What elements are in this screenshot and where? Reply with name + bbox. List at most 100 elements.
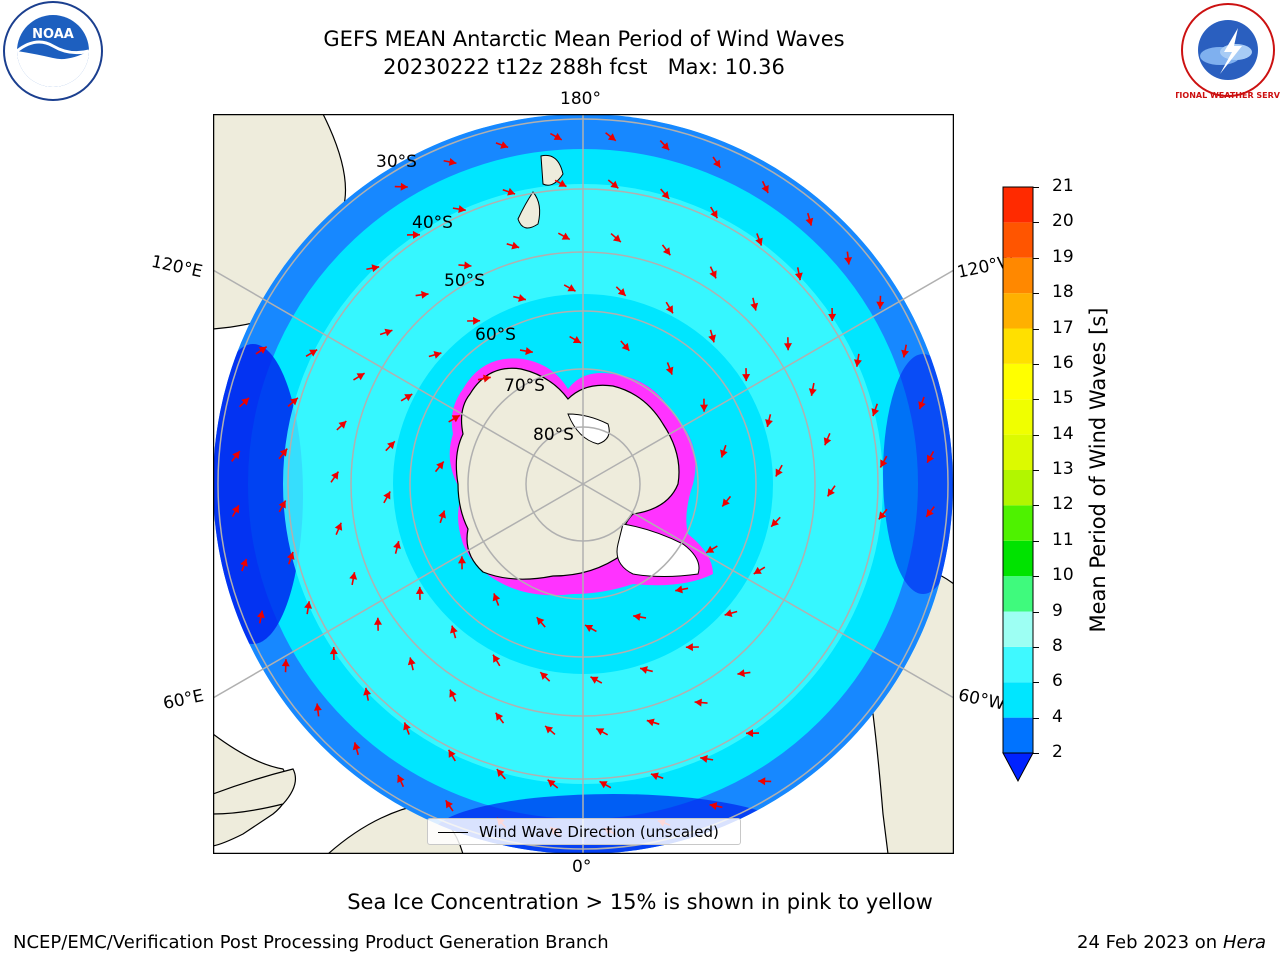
wind-wave-arrow-head — [438, 510, 446, 519]
wind-wave-arrow-head — [492, 593, 501, 602]
colorbar-tick-mark — [1033, 576, 1039, 578]
colorbar-segment — [1003, 505, 1033, 541]
wind-wave-arrow-head — [536, 617, 545, 626]
colorbar-tick-mark — [1033, 753, 1039, 754]
wind-wave-arrow-head — [713, 159, 721, 168]
wind-wave-arrow-head — [758, 777, 766, 786]
nws-logo: NATIONAL WEATHER SERVICE — [1162, 0, 1280, 100]
wind-wave-arrow-head — [540, 672, 549, 680]
colorbar-segment — [1003, 470, 1033, 506]
footer-date: 24 Feb 2023 on Hera — [1077, 932, 1266, 953]
polar-map — [212, 113, 955, 855]
wind-wave-arrow-head — [675, 585, 683, 594]
colorbar-tick-mark — [1033, 257, 1039, 259]
wind-wave-arrow-head — [694, 698, 702, 707]
wind-wave-arrow-head — [352, 742, 361, 751]
colorbar-tick-label: 15 — [1052, 388, 1074, 409]
colorbar-tick-mark — [1033, 470, 1039, 471]
lon-label-60w: 60°W — [956, 685, 1007, 715]
wind-wave-arrow-head — [710, 210, 718, 219]
wind-wave-arrow-head — [700, 404, 709, 412]
wind-wave-arrow-head — [313, 703, 322, 711]
wind-wave-arrow-head — [927, 454, 935, 463]
wind-wave-arrow-head — [448, 749, 456, 758]
colorbar-tick-mark — [1033, 540, 1039, 542]
wind-wave-arrow-head — [607, 133, 616, 141]
legend-label: Wind Wave Direction (unscaled) — [479, 823, 719, 841]
lat-label-70s: 70°S — [504, 376, 545, 396]
wind-wave-arrow-head — [329, 647, 338, 655]
colorbar-segment — [1003, 293, 1033, 329]
wind-wave-arrow-head — [309, 349, 318, 357]
wind-wave-arrow-head — [258, 346, 267, 354]
nws-logo-text: NATIONAL WEATHER SERVICE — [1176, 91, 1280, 100]
wind-wave-arrow-head — [708, 334, 716, 343]
wind-wave-arrow-head — [545, 725, 554, 734]
wind-wave-arrow-head — [561, 232, 570, 240]
colorbar-tick-label: 21 — [1052, 176, 1074, 196]
wind-wave-arrow-head — [500, 141, 509, 149]
wind-wave-arrow-head — [662, 247, 671, 256]
lon-label-0: 0° — [572, 857, 592, 877]
wind-wave-arrow-head — [621, 342, 630, 351]
lat-label-80s: 80°S — [533, 425, 574, 445]
wind-wave-arrow-head — [685, 643, 693, 652]
wind-wave-arrow-head — [387, 441, 395, 450]
wind-wave-arrow-head — [483, 374, 491, 383]
wind-wave-arrow-head — [742, 374, 751, 382]
wind-wave-arrow-head — [665, 366, 674, 375]
wind-wave-arrow-head — [547, 779, 556, 788]
wind-wave-arrow-head — [783, 343, 792, 351]
wind-wave-arrow-head — [374, 617, 383, 625]
colorbar-tick-mark — [1033, 363, 1039, 365]
wind-wave-arrow-head — [844, 257, 853, 265]
wind-wave-arrow-head — [407, 657, 416, 666]
colorbar-tick-label: 19 — [1052, 246, 1074, 267]
wind-wave-arrow-head — [709, 802, 718, 811]
wind-wave-arrow-head — [700, 754, 708, 763]
footer-credit: NCEP/EMC/Verification Post Processing Pr… — [13, 932, 609, 953]
wind-wave-arrow-head — [794, 272, 803, 281]
wind-wave-arrow-head — [507, 187, 516, 196]
wind-wave-arrow-head — [572, 336, 581, 344]
wind-wave-arrow-head — [737, 669, 745, 678]
wind-wave-arrow-head — [241, 397, 250, 406]
colorbar-tick-label: 4 — [1052, 706, 1063, 727]
colorbar-tick-mark — [1033, 187, 1039, 188]
wind-wave-arrow-head — [746, 729, 754, 738]
map-legend: Wind Wave Direction (unscaled) — [427, 818, 741, 845]
colorbar-tick-label: 14 — [1052, 423, 1074, 444]
footer-date-text: 24 Feb 2023 on — [1077, 932, 1218, 953]
wind-wave-arrow-head — [590, 676, 599, 684]
wind-wave-arrow-head — [665, 305, 673, 314]
colorbar-segment — [1003, 611, 1033, 647]
lat-label-50s: 50°S — [444, 271, 485, 291]
wind-wave-arrow-head — [400, 182, 408, 191]
colorbar-segment — [1003, 646, 1033, 683]
wind-wave-arrow-head — [403, 722, 411, 731]
wind-wave-arrow-head — [765, 419, 773, 427]
wind-wave-arrow-head — [511, 241, 520, 250]
wind-wave-arrow-head — [412, 230, 420, 239]
wind-wave-arrow-head — [640, 666, 648, 674]
wind-wave-arrow-head — [338, 421, 347, 429]
chart-title: GEFS MEAN Antarctic Mean Period of Wind … — [323, 27, 845, 51]
wind-wave-arrow-head — [331, 471, 339, 480]
wind-wave-arrow-head — [493, 654, 501, 663]
colorbar-tick-mark — [1033, 293, 1039, 295]
wind-wave-arrow-head — [458, 205, 466, 214]
wind-wave-arrow-head — [650, 772, 659, 781]
colorbar-segment — [1003, 434, 1033, 470]
lon-label-60e: 60°E — [161, 685, 206, 715]
wind-wave-arrow-head — [617, 288, 626, 296]
wind-wave-arrow-head — [384, 328, 393, 337]
wind-wave-arrow-head — [231, 505, 239, 514]
colorbar-tick-label: 18 — [1052, 282, 1074, 303]
wind-wave-arrow-head — [518, 294, 526, 302]
colorbar-tick-label: 8 — [1052, 635, 1063, 656]
colorbar-tick-label: 20 — [1052, 211, 1074, 232]
wind-wave-arrow-head — [371, 264, 380, 273]
wind-wave-arrow-head — [448, 157, 457, 166]
wind-wave-arrow-head — [876, 301, 885, 309]
wind-wave-arrow-head — [567, 284, 576, 292]
